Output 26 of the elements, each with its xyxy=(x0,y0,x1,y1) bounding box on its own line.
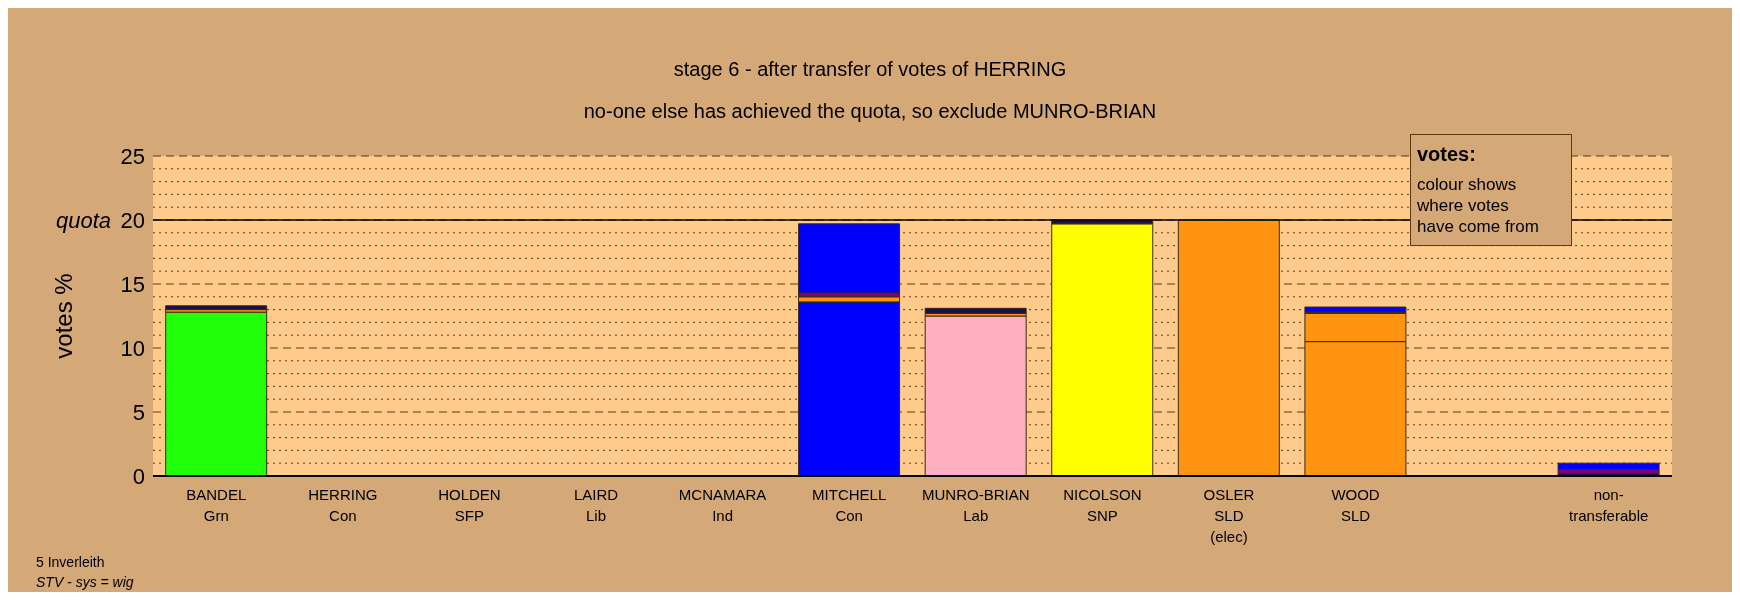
y-tick-label: 25 xyxy=(120,143,145,169)
x-tick-label: BANDEL Grn xyxy=(186,486,247,524)
x-tick-label: MUNRO-BRIAN Lab xyxy=(922,486,1030,524)
annotation: colour shows where votes have come from xyxy=(1417,174,1540,237)
x-tick-label: OSLER SLD (elec) xyxy=(1203,486,1255,545)
y-tick-label: 10 xyxy=(120,335,145,361)
y-tick-label: 15 xyxy=(120,271,145,297)
x-tick-label: WOOD SLD xyxy=(1331,486,1380,524)
x-tick-label: HERRING Con xyxy=(308,486,378,524)
note-box: votes: colour shows where votes have come from xyxy=(1410,134,1572,246)
y-tick-label: 0 xyxy=(132,463,145,489)
y-tick-label: 5 xyxy=(132,399,145,425)
text: 5 Inverleith xyxy=(36,554,105,570)
x-tick-label: HOLDEN SFP xyxy=(438,486,501,524)
annotation: votes: xyxy=(1417,143,1477,166)
x-tick-label: MITCHELL Con xyxy=(812,486,887,524)
ref-line-label: quota xyxy=(55,208,111,233)
x-tick-label: MCNAMARA Ind xyxy=(678,486,767,524)
y-axis-title: votes % xyxy=(49,273,77,359)
x-tick-label: LAIRD Lib xyxy=(573,486,619,524)
x-tick-label: non- transferable xyxy=(1569,486,1649,524)
chart-title: stage 6 - after transfer of votes of HERRING xyxy=(672,58,1068,81)
y-tick-label: 20 xyxy=(120,207,145,233)
text: STV - sys = wig xyxy=(36,574,134,590)
x-tick-label: NICOLSON SNP xyxy=(1063,486,1142,524)
chart-subtitle: no-one else has achieved the quota, so exclude MUNRO-BRIAN xyxy=(582,100,1158,123)
